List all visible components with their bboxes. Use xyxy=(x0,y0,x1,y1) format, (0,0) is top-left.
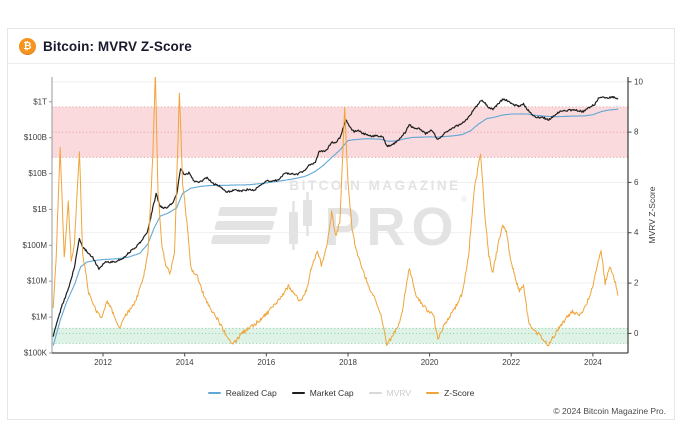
svg-text:PRO: PRO xyxy=(324,197,459,257)
svg-text:2014: 2014 xyxy=(176,358,194,367)
svg-text:$100B: $100B xyxy=(24,133,47,142)
series-z-score xyxy=(52,77,619,347)
svg-text:BITCOIN MAGAZINE: BITCOIN MAGAZINE xyxy=(289,178,460,193)
legend-swatch xyxy=(368,392,382,394)
svg-text:$10M: $10M xyxy=(27,277,47,286)
chart-card: ₿ Bitcoin: MVRV Z-Score Realized Cap Mark… xyxy=(7,28,675,420)
bitcoin-icon: ₿ xyxy=(19,37,36,55)
svg-text:10: 10 xyxy=(634,77,643,86)
axes: $1T$100B$10B$1B$100M$10M$1M$100K10864202… xyxy=(23,77,657,367)
page-title: Bitcoin: MVRV Z-Score xyxy=(43,38,192,54)
right-axis-title: MVRV Z-Score xyxy=(647,186,657,243)
series-lines xyxy=(52,77,619,347)
legend-item-realized-cap[interactable]: Realized Cap xyxy=(207,388,277,398)
threshold-bands xyxy=(52,106,628,344)
bitcoin-magazine-pro-watermark: BITCOIN MAGAZINE PRO ® xyxy=(211,178,467,257)
legend-swatch xyxy=(426,392,440,394)
svg-text:$1T: $1T xyxy=(33,97,47,106)
svg-text:2020: 2020 xyxy=(421,358,439,367)
svg-text:$1B: $1B xyxy=(33,205,47,214)
svg-text:2016: 2016 xyxy=(257,358,275,367)
svg-text:2: 2 xyxy=(634,279,639,288)
svg-text:$10B: $10B xyxy=(28,169,47,178)
series-realized-cap xyxy=(52,108,619,346)
legend-swatch xyxy=(291,392,305,394)
svg-text:®: ® xyxy=(461,195,467,204)
svg-text:2018: 2018 xyxy=(339,358,357,367)
legend-label: Z-Score xyxy=(444,388,475,398)
svg-text:$100K: $100K xyxy=(24,349,48,358)
chart-header: ₿ Bitcoin: MVRV Z-Score xyxy=(8,29,674,64)
svg-text:$100M: $100M xyxy=(23,241,48,250)
legend-item-market-cap[interactable]: Market Cap xyxy=(291,388,354,398)
legend-label: Market Cap xyxy=(309,388,354,398)
svg-text:4: 4 xyxy=(634,228,639,237)
svg-text:8: 8 xyxy=(634,128,639,137)
svg-text:2024: 2024 xyxy=(584,358,602,367)
svg-text:6: 6 xyxy=(634,178,639,187)
svg-text:$1M: $1M xyxy=(31,313,47,322)
legend-label: MVRV xyxy=(386,388,412,398)
legend-item-mvrv[interactable]: MVRV xyxy=(368,388,412,398)
legend-item-z-score[interactable]: Z-Score xyxy=(426,388,474,398)
legend-swatch xyxy=(207,392,221,394)
copyright-text: © 2024 Bitcoin Magazine Pro. xyxy=(553,406,666,416)
svg-text:2012: 2012 xyxy=(94,358,112,367)
svg-text:0: 0 xyxy=(634,329,639,338)
legend-label: Realized Cap xyxy=(225,388,277,398)
svg-text:2022: 2022 xyxy=(502,358,520,367)
chart-legend: Realized Cap Market Cap MVRV Z-Score xyxy=(8,388,674,398)
